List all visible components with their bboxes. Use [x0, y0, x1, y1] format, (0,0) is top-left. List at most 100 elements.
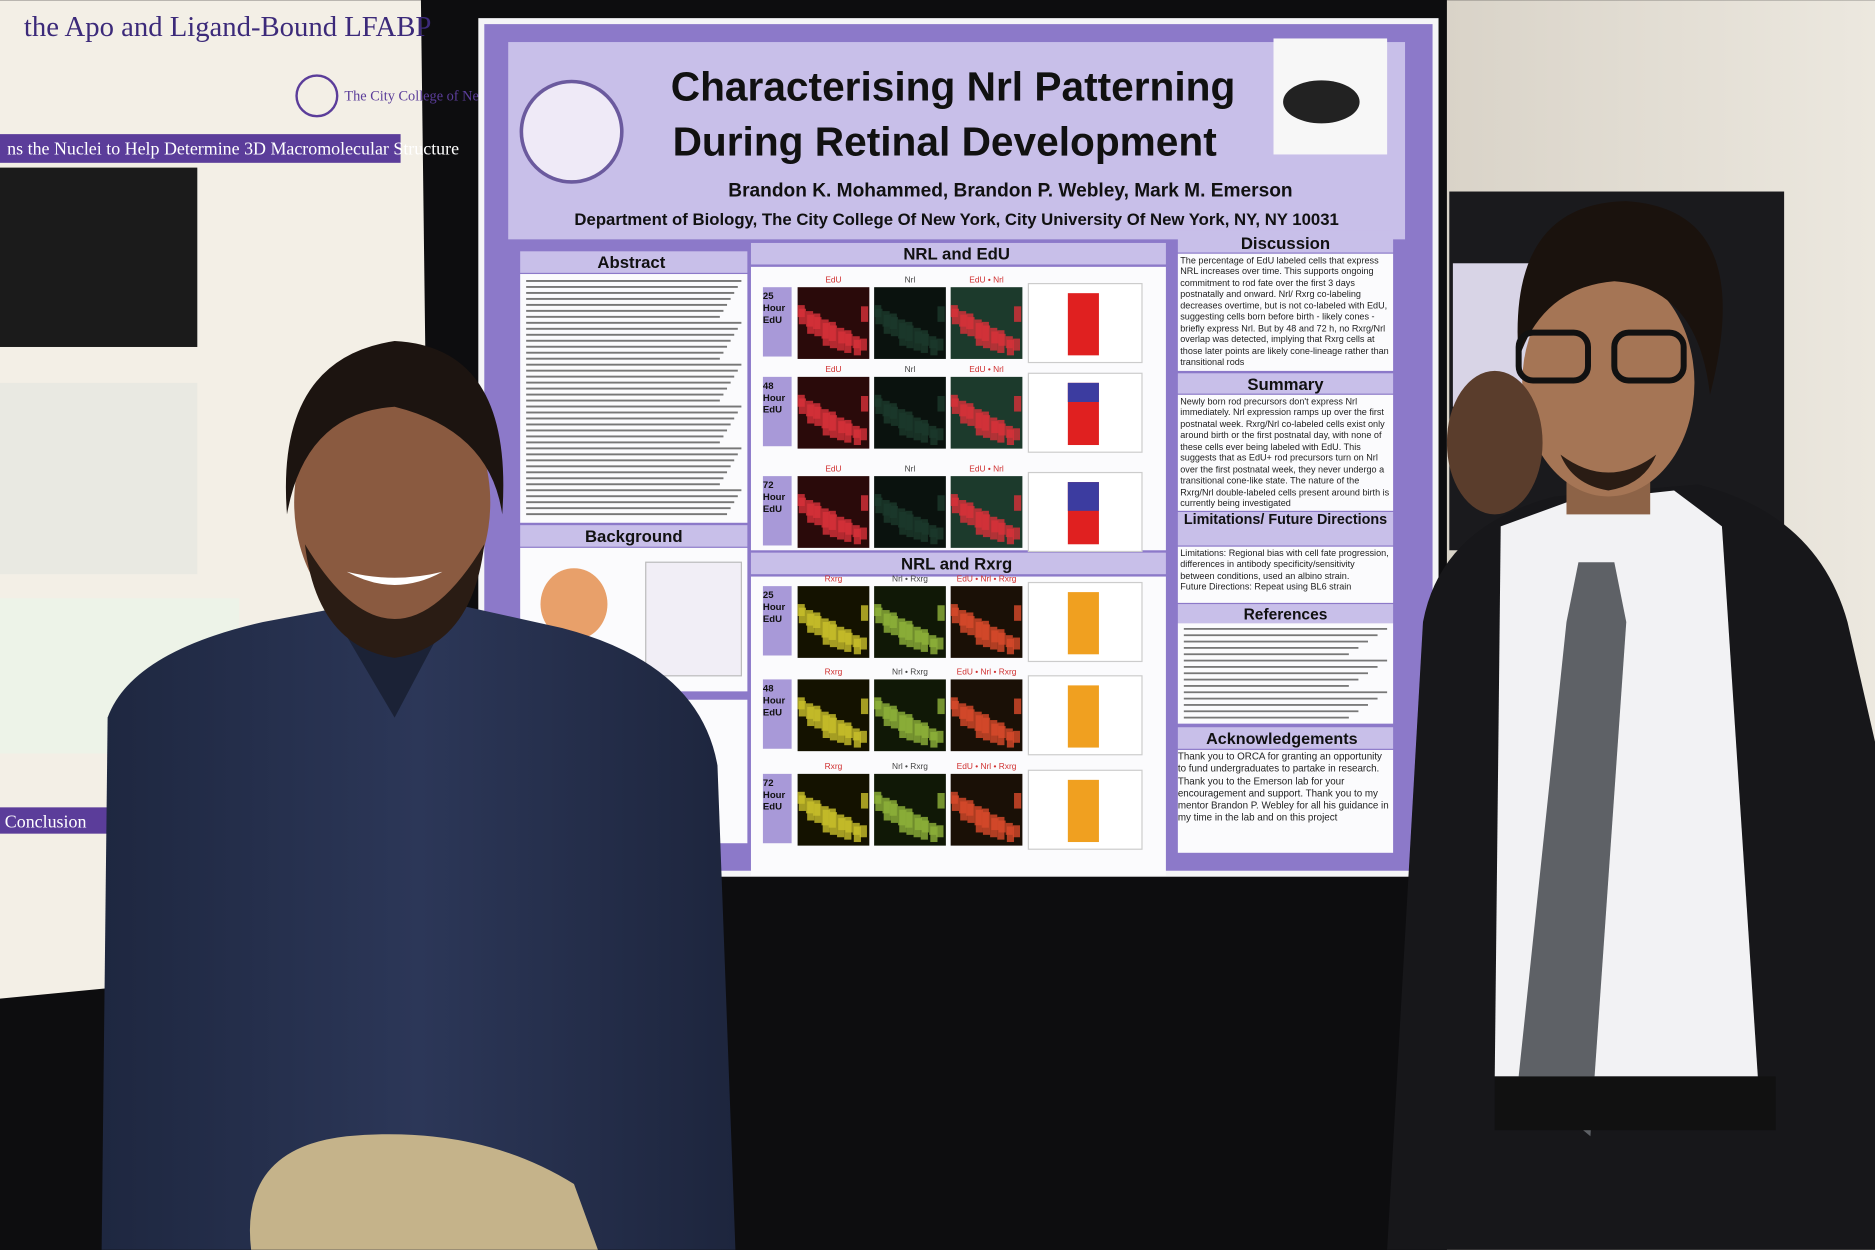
micrograph-signal: [853, 339, 861, 356]
micrograph-signal: [906, 514, 914, 538]
column-label: EdU • Nrl: [969, 364, 1004, 374]
micrograph-signal: [875, 398, 883, 414]
micrograph-signal: [937, 396, 945, 412]
poster-affiliation: Department of Biology, The City College …: [574, 210, 1338, 229]
micrograph-signal: [875, 795, 883, 811]
row-label-box: 72 Hour EdU: [763, 480, 785, 515]
limitations-line: Future Directions: Repeat using BL6 stra…: [1180, 581, 1352, 593]
text-line: [526, 393, 724, 396]
jacket-held: [249, 1134, 598, 1250]
micrograph-signal: [890, 709, 899, 729]
micrograph-signal: [883, 503, 891, 523]
row-label-box: [762, 773, 792, 844]
limitations-box: Limitations: Regional bias with cell fat…: [1180, 547, 1389, 593]
micrograph-signal: [906, 624, 914, 648]
row-label: 25 Hour EdU: [762, 589, 786, 625]
micrograph-signal: [967, 616, 975, 636]
section-heading-box: [1177, 230, 1394, 253]
micrograph-signal: [853, 638, 861, 655]
text-line: [1183, 710, 1359, 713]
micrograph-signal: [860, 605, 869, 621]
hair: [285, 340, 504, 515]
micrograph-signal: [822, 809, 830, 833]
micrograph-signal: [1014, 495, 1022, 511]
discussion-text: The percentage of EdU labeled cells that…: [1180, 254, 1389, 368]
column-label: Rxrg: [825, 667, 843, 677]
column-label: Nrl: [905, 274, 916, 284]
micrograph-signal: [845, 522, 853, 535]
section-heading-box: [520, 251, 748, 273]
column-label: EdU • Nrl • Rxrg: [957, 573, 1017, 583]
micrograph-signal: [914, 421, 922, 434]
hair: [1517, 201, 1723, 395]
micrograph-signal: [936, 825, 944, 838]
bar-thumb: [1067, 779, 1099, 843]
micrograph-signal: [937, 495, 945, 511]
limitations-line: Limitations: Regional bias with cell fat…: [1180, 547, 1389, 582]
micrograph-signal: [951, 607, 960, 624]
section-text-box: [1177, 546, 1394, 603]
micrograph-signal: [838, 331, 846, 344]
micrograph-signal: [807, 314, 815, 334]
row-label: 48 Hour EdU: [762, 682, 786, 718]
belt: [1494, 1076, 1776, 1131]
micrograph-signal: [951, 700, 960, 717]
micrograph-signal: [1006, 732, 1015, 748]
micrograph-signal: [798, 308, 806, 325]
face: [1522, 269, 1695, 497]
text-line: [526, 339, 731, 342]
section-heading: Abstract: [597, 253, 665, 272]
text-line: [1183, 627, 1388, 630]
section-heading: NRL and EdU: [903, 245, 1010, 264]
micrograph-signal: [975, 511, 983, 535]
left-poster-institution: The City College of New York: [344, 89, 521, 105]
section-heading: Background: [585, 527, 683, 546]
micrograph-signal: [838, 520, 846, 533]
micrograph-signal: [829, 325, 838, 349]
text-line: [526, 417, 735, 420]
micrograph-signal: [883, 801, 891, 821]
left-poster-subtitle: ns the Nuclei to Help Determine 3D Macro…: [7, 138, 459, 158]
micrograph-signal: [814, 506, 822, 526]
glasses: [1515, 329, 1591, 384]
rod-cone-diagram: [645, 561, 742, 677]
micrograph-signal: [890, 317, 899, 337]
micrograph-signal: [838, 630, 846, 643]
bar-thumb: [1067, 293, 1099, 356]
micrograph-signal: [899, 323, 907, 346]
face: [294, 373, 491, 632]
micrograph-signal: [860, 793, 869, 809]
left-conclusion: Conclusion: [5, 812, 87, 832]
section-heading-box: [1177, 727, 1394, 749]
micrograph-signal: [1012, 428, 1021, 441]
micrograph-signal: [930, 826, 938, 843]
text-line: [526, 303, 728, 306]
micrograph-signal: [1006, 339, 1015, 356]
micrograph-signal: [829, 624, 838, 648]
micrograph-signal: [914, 818, 922, 831]
eye-diagram: [540, 568, 608, 640]
micrograph-signal: [930, 638, 938, 655]
micrograph-signal: [1012, 825, 1021, 838]
micrograph-signal: [845, 333, 853, 346]
text-line: [526, 285, 738, 288]
micrograph-signal: [1012, 527, 1021, 540]
micrograph-signal: [998, 632, 1006, 645]
micrograph-signal: [906, 717, 914, 741]
micrograph-signal: [991, 421, 999, 434]
column-label: EdU • Nrl: [969, 274, 1004, 284]
micrograph-signal: [921, 820, 930, 833]
section-heading: Limitations/ Future Directions: [1183, 511, 1388, 528]
micrograph-signal: [991, 818, 999, 831]
micrograph-signal: [930, 429, 938, 446]
section-heading: Discussion: [1241, 234, 1330, 253]
micrograph-signal: [936, 527, 944, 540]
micrograph-signal: [883, 706, 891, 727]
micrograph-signal: [975, 412, 983, 436]
text-line: [526, 333, 735, 336]
micrograph-signal: [906, 325, 914, 349]
beard: [304, 544, 485, 658]
text-line: [526, 489, 742, 492]
micrograph-signal: [875, 308, 883, 325]
